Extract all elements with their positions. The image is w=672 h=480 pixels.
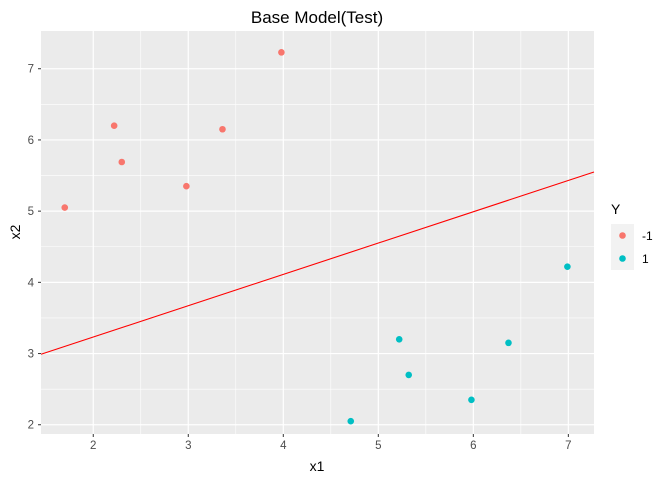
legend: Y -1 1 [611, 201, 653, 270]
data-point [110, 122, 118, 129]
data-point [278, 49, 285, 56]
data-point [564, 263, 571, 270]
y-tick-label: 7 [28, 64, 34, 76]
data-point [61, 204, 69, 211]
data-point [347, 417, 355, 425]
x-tick-label: 4 [280, 440, 287, 452]
y-tick-label: 4 [28, 277, 35, 289]
data-point [468, 396, 475, 404]
data-points [61, 49, 571, 425]
x-axis-ticks: 2 3 4 5 6 7 [90, 434, 572, 452]
y-axis-label: x2 [7, 224, 23, 239]
chart-title: Base Model(Test) [251, 8, 383, 27]
data-point [118, 158, 126, 166]
y-tick-label: 5 [28, 206, 34, 218]
grid-lines [41, 31, 594, 434]
legend-label: 1 [642, 252, 649, 266]
data-point [219, 125, 226, 133]
plot-panel [41, 31, 594, 434]
legend-key-pos [619, 255, 626, 262]
decision-line [40, 171, 595, 355]
x-axis-label: x1 [310, 458, 325, 474]
y-tick-label: 6 [28, 135, 34, 147]
x-tick-label: 7 [565, 440, 571, 452]
legend-label: -1 [642, 229, 653, 243]
data-point [505, 339, 512, 347]
data-point [395, 336, 403, 343]
decision-boundary [40, 171, 595, 355]
x-tick-label: 3 [185, 440, 191, 452]
x-tick-label: 5 [375, 440, 381, 452]
x-tick-label: 2 [90, 440, 96, 452]
data-point [405, 371, 413, 379]
x-tick-label: 6 [470, 440, 476, 452]
y-tick-label: 2 [28, 420, 34, 432]
data-point [183, 182, 190, 190]
legend-key-neg [619, 232, 626, 239]
y-axis-ticks: 2 3 4 5 6 7 [28, 64, 41, 432]
y-tick-label: 3 [28, 349, 34, 361]
legend-title: Y [611, 201, 621, 217]
